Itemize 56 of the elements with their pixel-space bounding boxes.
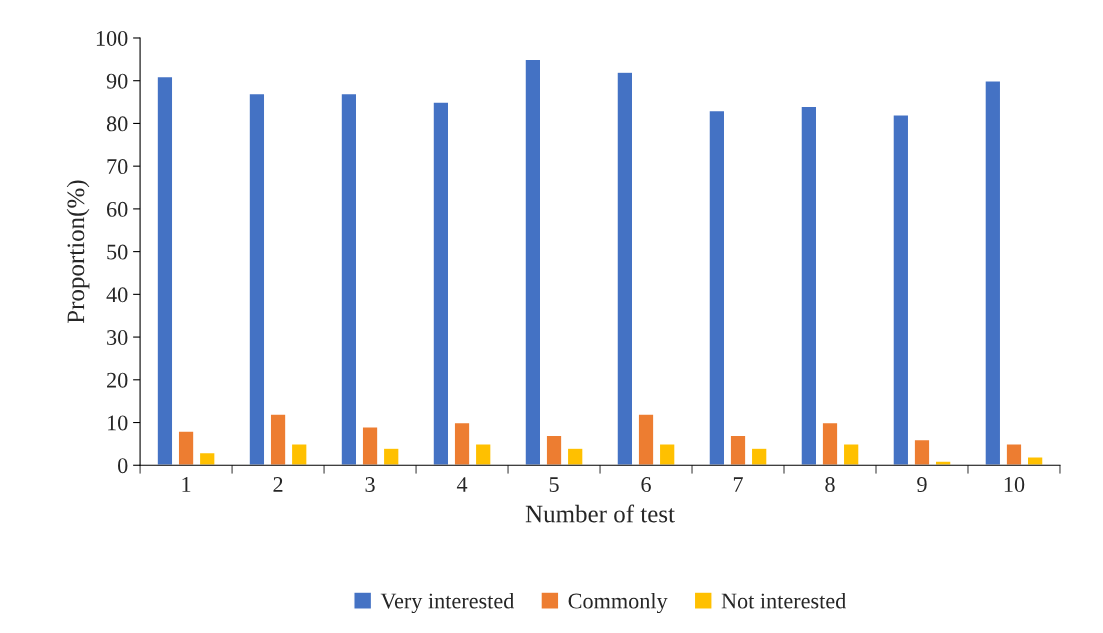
bar (340, 92, 358, 466)
x-tick-label: 8 (825, 477, 835, 492)
bar (198, 451, 216, 466)
x-tick-label: 4 (456, 477, 468, 492)
x-tick-label: 2 (273, 477, 283, 492)
bar (658, 443, 676, 466)
x-tick-label: 10 (1004, 477, 1025, 492)
x-tick-label: 7 (733, 477, 743, 492)
x-tick-label: 1 (182, 477, 191, 492)
bar (524, 58, 542, 466)
legend-label: Commonly (568, 592, 668, 614)
x-tick-label: 3 (365, 477, 375, 492)
bar (842, 443, 860, 466)
bar (290, 443, 308, 466)
bar (453, 421, 471, 466)
bar (545, 434, 563, 466)
bar (637, 413, 655, 466)
bar (382, 447, 400, 466)
y-axis-title: Proportion(%) (66, 180, 90, 324)
bar (934, 460, 952, 466)
y-tick-label: 90 (106, 73, 128, 89)
bar (361, 426, 379, 466)
x-tick-label: 9 (917, 477, 927, 492)
y-tick-label: 30 (107, 330, 128, 345)
bar (156, 75, 174, 466)
bar (616, 71, 634, 466)
legend-label: Very interested (380, 592, 515, 614)
bar (248, 92, 266, 466)
bar (1026, 456, 1044, 466)
y-tick-label: 20 (107, 372, 128, 388)
bar (729, 434, 747, 466)
bar (566, 447, 584, 466)
bar (474, 443, 492, 466)
y-tick-label: 0 (118, 458, 128, 474)
bar (177, 430, 195, 466)
bar (269, 413, 287, 466)
y-tick-label: 10 (108, 415, 128, 431)
bar (1005, 443, 1023, 466)
bar (750, 447, 768, 466)
y-tick-label: 50 (107, 244, 128, 260)
y-tick-label: 60 (107, 201, 128, 217)
bar (821, 421, 839, 466)
y-tick-label: 70 (107, 159, 128, 175)
y-tick-label: 40 (106, 287, 128, 303)
legend-label: Not interested (721, 592, 847, 609)
x-tick-label: 5 (549, 477, 559, 492)
bar (892, 114, 910, 466)
x-axis-title: Number of test (525, 504, 675, 523)
bar (913, 438, 931, 466)
bar (432, 101, 450, 466)
bar (708, 109, 726, 466)
bar (984, 80, 1002, 466)
bar (800, 105, 818, 466)
y-tick-label: 100 (96, 30, 128, 46)
y-tick-label: 80 (106, 116, 128, 132)
x-tick-label: 6 (641, 477, 651, 492)
